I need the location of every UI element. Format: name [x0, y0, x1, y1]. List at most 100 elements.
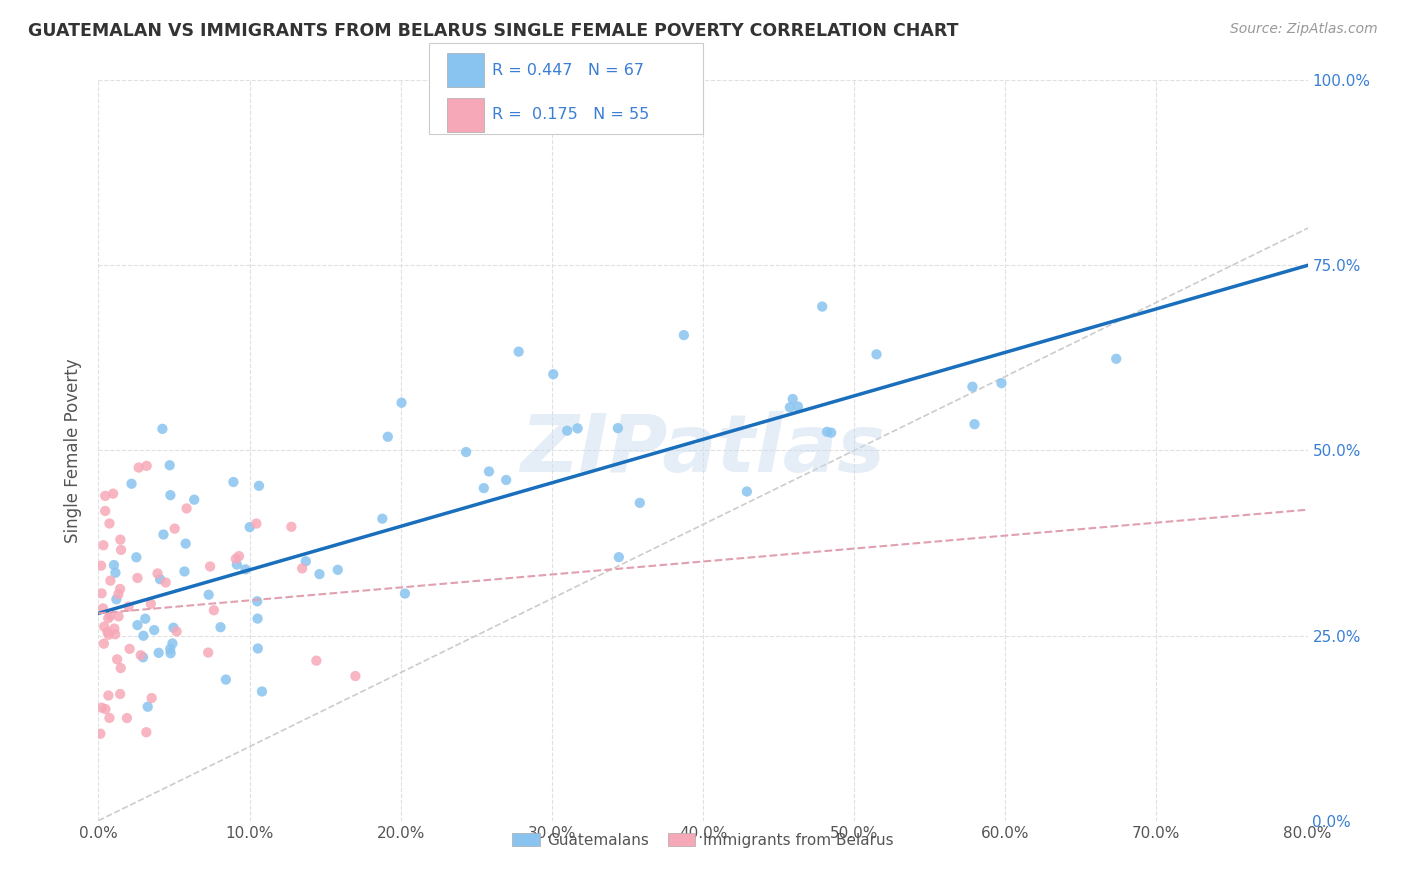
Text: R = 0.447   N = 67: R = 0.447 N = 67	[492, 62, 644, 78]
Point	[246, 611, 269, 625]
Text: Source: ZipAtlas.com: Source: ZipAtlas.com	[1230, 22, 1378, 37]
Point	[101, 486, 124, 500]
Point	[105, 652, 128, 666]
Text: R =  0.175   N = 55: R = 0.175 N = 55	[492, 107, 650, 122]
Point	[543, 368, 565, 382]
Point	[865, 347, 887, 361]
Point	[93, 620, 115, 634]
Point	[294, 554, 316, 568]
Point	[495, 473, 517, 487]
Point	[246, 594, 269, 608]
Point	[247, 479, 270, 493]
Point	[129, 648, 152, 663]
Point	[735, 484, 758, 499]
Point	[308, 567, 330, 582]
Point	[152, 527, 174, 541]
Point	[110, 542, 132, 557]
Point	[820, 425, 842, 440]
Point	[567, 421, 589, 435]
Point	[108, 687, 131, 701]
Point	[143, 623, 166, 637]
Point	[94, 489, 117, 503]
Point	[371, 512, 394, 526]
Point	[209, 620, 232, 634]
Point	[141, 691, 163, 706]
Point	[508, 344, 530, 359]
Point	[555, 424, 578, 438]
Point	[202, 603, 225, 617]
Point	[104, 627, 127, 641]
Point	[454, 445, 477, 459]
Point	[148, 646, 170, 660]
Point	[128, 460, 150, 475]
Point	[159, 488, 181, 502]
Point	[239, 520, 262, 534]
Point	[146, 566, 169, 581]
Text: GUATEMALAN VS IMMIGRANTS FROM BELARUS SINGLE FEMALE POVERTY CORRELATION CHART: GUATEMALAN VS IMMIGRANTS FROM BELARUS SI…	[28, 22, 959, 40]
Legend: Guatemalans, Immigrants from Belarus: Guatemalans, Immigrants from Belarus	[506, 826, 900, 854]
Point	[107, 587, 129, 601]
Point	[787, 400, 810, 414]
Point	[97, 628, 120, 642]
Point	[94, 504, 117, 518]
Point	[98, 516, 121, 531]
Point	[107, 609, 129, 624]
Point	[197, 646, 219, 660]
Point	[159, 458, 181, 473]
Point	[779, 401, 801, 415]
Point	[96, 624, 118, 639]
Point	[103, 558, 125, 572]
Point	[163, 522, 186, 536]
Point	[174, 536, 197, 550]
Point	[149, 572, 172, 586]
Point	[89, 727, 111, 741]
Point	[197, 588, 219, 602]
Point	[150, 422, 173, 436]
Point	[118, 641, 141, 656]
Point	[815, 425, 838, 439]
Point	[377, 430, 399, 444]
Point	[132, 629, 155, 643]
Point	[93, 637, 115, 651]
Point	[990, 376, 1012, 391]
Point	[132, 650, 155, 665]
Point	[135, 725, 157, 739]
Point	[246, 641, 269, 656]
Point	[155, 575, 177, 590]
Point	[115, 711, 138, 725]
Point	[183, 492, 205, 507]
Point	[228, 549, 250, 563]
Point	[159, 646, 181, 660]
Point	[225, 558, 247, 572]
Point	[97, 689, 120, 703]
Point	[173, 565, 195, 579]
Point	[105, 592, 128, 607]
Point	[93, 538, 115, 552]
Point	[962, 380, 984, 394]
Point	[291, 561, 314, 575]
Point	[215, 673, 238, 687]
Point	[245, 516, 267, 531]
Point	[672, 328, 695, 343]
Point	[394, 586, 416, 600]
Point	[963, 417, 986, 432]
Point	[159, 642, 181, 657]
Point	[305, 654, 328, 668]
Point	[134, 612, 156, 626]
Point	[97, 611, 120, 625]
Point	[326, 563, 349, 577]
Point	[344, 669, 367, 683]
Point	[90, 558, 112, 573]
Point	[225, 551, 247, 566]
Point	[176, 501, 198, 516]
Point	[628, 496, 651, 510]
Point	[478, 465, 501, 479]
Point	[606, 421, 628, 435]
Point	[139, 597, 162, 611]
Point	[125, 550, 148, 565]
Point	[91, 601, 114, 615]
Point	[135, 458, 157, 473]
Point	[198, 559, 221, 574]
Point	[166, 624, 188, 639]
Point	[811, 300, 834, 314]
